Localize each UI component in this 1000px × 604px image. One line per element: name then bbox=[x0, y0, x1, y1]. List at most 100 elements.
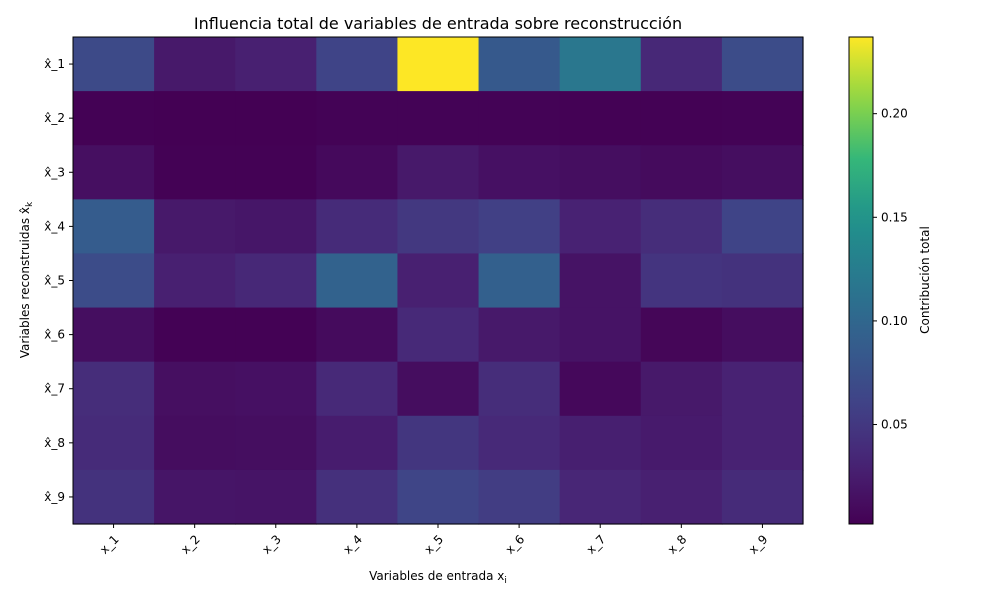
heatmap-cell-r4-c1 bbox=[73, 199, 155, 255]
heatmap-cell-r8-c2 bbox=[154, 415, 236, 471]
y-tick-label: x̂_7 bbox=[44, 382, 65, 396]
colorbar-label: Contribución total bbox=[918, 226, 932, 334]
heatmap-cell-r7-c6 bbox=[478, 361, 561, 417]
heatmap-cell-r2-c1 bbox=[73, 91, 155, 146]
heatmap-cell-r9-c1 bbox=[73, 469, 155, 525]
heatmap-cell-r2-c5 bbox=[397, 91, 480, 146]
y-tick-label: x̂_8 bbox=[44, 436, 65, 450]
heatmap-cell-r8-c6 bbox=[478, 415, 561, 471]
colorbar-tick-label: 0.20 bbox=[881, 107, 908, 121]
heatmap-cell-r8-c9 bbox=[721, 415, 804, 471]
heatmap-cell-r1-c2 bbox=[154, 37, 236, 92]
chart-title: Influencia total de variables de entrada… bbox=[194, 14, 682, 33]
heatmap-cell-r6-c1 bbox=[73, 307, 155, 363]
y-tick-label: x̂_5 bbox=[44, 274, 65, 288]
y-tick-label: x̂_3 bbox=[44, 165, 65, 179]
x-tick-label: x_7 bbox=[584, 532, 609, 557]
heatmap-cell-r7-c3 bbox=[235, 361, 317, 417]
heatmap-cell-r1-c4 bbox=[316, 37, 399, 92]
heatmap-cell-r2-c3 bbox=[235, 91, 317, 146]
x-tick-label: x_5 bbox=[422, 532, 447, 557]
x-tick-label: x_2 bbox=[178, 532, 203, 557]
x-axis-label-main: Variables de entrada x bbox=[369, 569, 504, 583]
heatmap-cell-r5-c8 bbox=[640, 253, 723, 309]
heatmap-cell-r9-c3 bbox=[235, 469, 317, 525]
heatmap-cell-r2-c4 bbox=[316, 91, 399, 146]
heatmap-cell-r2-c7 bbox=[559, 91, 642, 146]
heatmap-cell-r1-c6 bbox=[478, 37, 561, 92]
y-axis-label: Variables reconstruidas x̂k bbox=[18, 201, 35, 358]
colorbar-tick-label: 0.15 bbox=[881, 210, 908, 224]
heatmap-cell-r6-c5 bbox=[397, 307, 480, 363]
y-axis-label-main: Variables reconstruidas x̂ bbox=[18, 207, 32, 358]
heatmap-cell-r7-c5 bbox=[397, 361, 480, 417]
heatmap-cell-r1-c8 bbox=[640, 37, 723, 92]
heatmap-cell-r8-c4 bbox=[316, 415, 399, 471]
heatmap-cell-r3-c1 bbox=[73, 145, 155, 200]
heatmap-cell-r2-c6 bbox=[478, 91, 561, 146]
heatmap-cell-r9-c8 bbox=[640, 469, 723, 525]
heatmap-cell-r3-c2 bbox=[154, 145, 236, 200]
heatmap-cell-r1-c5 bbox=[397, 37, 480, 92]
heatmap-cell-r7-c8 bbox=[640, 361, 723, 417]
x-tick-label: x_1 bbox=[97, 532, 122, 557]
y-tick-label: x̂_2 bbox=[44, 111, 65, 125]
y-tick-label: x̂_1 bbox=[44, 57, 65, 71]
heatmap-cell-r9-c4 bbox=[316, 469, 399, 525]
x-tick-label: x_9 bbox=[746, 532, 771, 557]
heatmap-cell-r2-c9 bbox=[721, 91, 804, 146]
heatmap-cell-r4-c2 bbox=[154, 199, 236, 255]
heatmap-cell-r1-c1 bbox=[73, 37, 155, 92]
heatmap-cell-r5-c1 bbox=[73, 253, 155, 309]
heatmap-cell-r7-c4 bbox=[316, 361, 399, 417]
x-tick-label: x_6 bbox=[503, 532, 528, 557]
heatmap-cells bbox=[73, 37, 804, 525]
heatmap-cell-r3-c6 bbox=[478, 145, 561, 200]
heatmap-cell-r6-c9 bbox=[721, 307, 804, 363]
heatmap-cell-r6-c7 bbox=[559, 307, 642, 363]
heatmap-cell-r6-c3 bbox=[235, 307, 317, 363]
heatmap-cell-r1-c3 bbox=[235, 37, 317, 92]
heatmap-cell-r8-c5 bbox=[397, 415, 480, 471]
heatmap-cell-r5-c9 bbox=[721, 253, 804, 309]
heatmap-cell-r8-c7 bbox=[559, 415, 642, 471]
heatmap-cell-r7-c2 bbox=[154, 361, 236, 417]
heatmap-cell-r6-c8 bbox=[640, 307, 723, 363]
y-axis-label-subscript: k bbox=[25, 201, 35, 207]
heatmap-cell-r4-c8 bbox=[640, 199, 723, 255]
y-tick-label: x̂_6 bbox=[44, 328, 65, 342]
heatmap-cell-r1-c7 bbox=[559, 37, 642, 92]
heatmap-cell-r6-c4 bbox=[316, 307, 399, 363]
heatmap-cell-r4-c6 bbox=[478, 199, 561, 255]
heatmap-cell-r8-c8 bbox=[640, 415, 723, 471]
heatmap-cell-r6-c6 bbox=[478, 307, 561, 363]
heatmap-cell-r3-c9 bbox=[721, 145, 804, 200]
x-tick-label: x_8 bbox=[665, 532, 690, 557]
heatmap-cell-r8-c1 bbox=[73, 415, 155, 471]
heatmap-cell-r3-c4 bbox=[316, 145, 399, 200]
heatmap-cell-r5-c4 bbox=[316, 253, 399, 309]
x-tick-label: x_3 bbox=[259, 532, 284, 557]
y-tick-label: x̂_4 bbox=[44, 219, 65, 233]
heatmap-cell-r7-c9 bbox=[721, 361, 804, 417]
heatmap-cell-r9-c6 bbox=[478, 469, 561, 525]
x-axis-label: Variables de entrada xi bbox=[369, 569, 507, 586]
y-tick-label: x̂_9 bbox=[44, 490, 65, 504]
heatmap-cell-r3-c7 bbox=[559, 145, 642, 200]
heatmap-cell-r5-c6 bbox=[478, 253, 561, 309]
heatmap-cell-r3-c3 bbox=[235, 145, 317, 200]
heatmap-cell-r5-c2 bbox=[154, 253, 236, 309]
heatmap-cell-r2-c2 bbox=[154, 91, 236, 146]
heatmap-cell-r7-c1 bbox=[73, 361, 155, 417]
colorbar-tick-label: 0.05 bbox=[881, 418, 908, 432]
heatmap-cell-r5-c5 bbox=[397, 253, 480, 309]
y-axis-ticks: x̂_1 x̂_2 x̂_3 x̂_4 x̂_5 x̂_6 x̂_7 x̂_8 x̂_9 bbox=[44, 57, 73, 504]
heatmap-cell-r4-c5 bbox=[397, 199, 480, 255]
heatmap-cell-r4-c4 bbox=[316, 199, 399, 255]
heatmap-cell-r7-c7 bbox=[559, 361, 642, 417]
x-axis-ticks: x_1 x_2 x_3 x_4 x_5 x_6 x_7 x_8 x_9 bbox=[97, 524, 771, 557]
heatmap-cell-r5-c3 bbox=[235, 253, 317, 309]
x-axis-label-subscript: i bbox=[504, 576, 507, 586]
